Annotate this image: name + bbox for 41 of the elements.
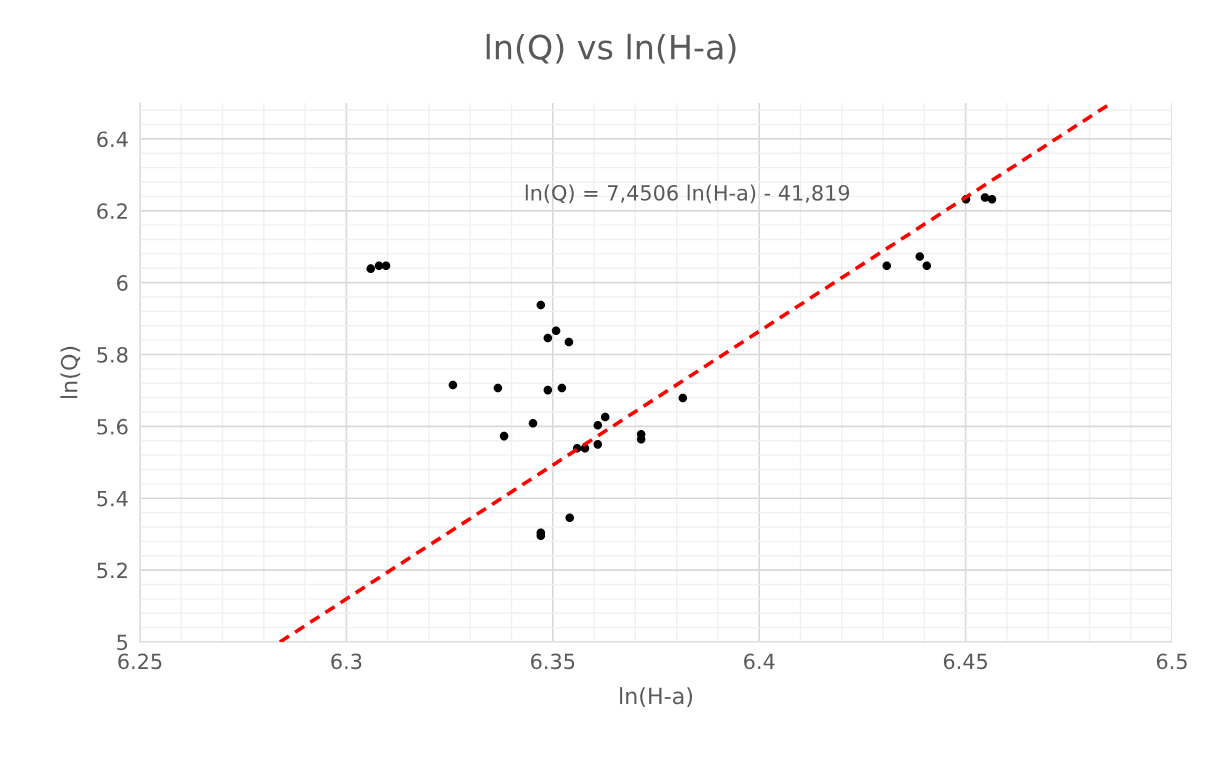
x-tick-label: 6.35	[531, 653, 575, 670]
point	[915, 252, 925, 261]
point	[543, 385, 553, 395]
point	[600, 412, 610, 422]
point	[636, 435, 646, 444]
y-tick-label: 6.2	[97, 203, 127, 220]
point	[987, 195, 997, 204]
point	[922, 261, 932, 271]
point	[980, 193, 990, 202]
y-tick-label: 5	[117, 634, 128, 651]
point	[593, 421, 603, 430]
x-tick-label: 6.3	[331, 653, 362, 670]
y-tick-label: 5.8	[97, 346, 128, 363]
point	[551, 326, 561, 336]
point	[493, 383, 503, 393]
chart-title: ln(Q) vs ln(H-a)	[486, 33, 736, 64]
x-tick-label: 6.25	[118, 653, 162, 670]
point	[557, 383, 567, 393]
y-tick-label: 5.6	[97, 418, 128, 435]
annotation: ln(Q) = 7,4506 ln(H-a) - 41,819	[525, 184, 850, 204]
point	[565, 513, 575, 522]
y-tick-label: 5.2	[97, 562, 127, 579]
point	[593, 440, 603, 449]
point	[366, 264, 376, 273]
point	[564, 337, 574, 347]
point	[536, 300, 546, 310]
y-tick-label: 6.4	[97, 131, 128, 148]
x-tick-label: 6.4	[744, 653, 775, 670]
x-tick-label: 6.5	[1156, 653, 1187, 670]
point	[448, 380, 458, 390]
y-tick-label: 6	[117, 275, 128, 291]
point	[882, 261, 892, 271]
point	[543, 333, 553, 343]
y-axis-title: ln(Q)	[60, 346, 81, 398]
x-axis-title: ln(H-a)	[620, 687, 693, 707]
point	[499, 431, 509, 441]
point	[381, 261, 391, 271]
x-tick-label: 6.45	[943, 653, 987, 670]
y-tick-label: 5.4	[97, 490, 128, 507]
point	[528, 418, 538, 428]
point	[678, 393, 688, 403]
